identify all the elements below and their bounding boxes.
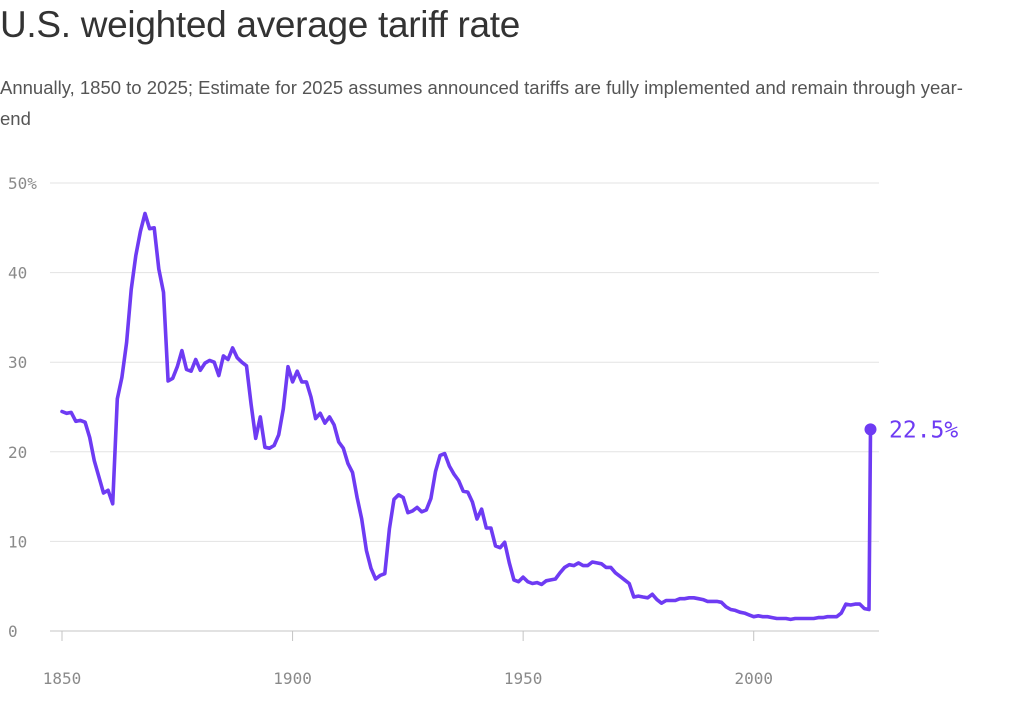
x-tick-label: 2000 — [734, 669, 773, 688]
chart-title: U.S. weighted average tariff rate — [0, 4, 521, 45]
y-tick-label: 50% — [8, 174, 37, 193]
tariff-rate-line — [60, 211, 873, 622]
y-axis-tick-labels: 0 10 20 30 40 50% — [8, 174, 37, 641]
y-tick-label: 0 — [8, 622, 18, 641]
chart-subtitle: Annually, 1850 to 2025; Estimate for 202… — [0, 77, 963, 129]
endpoint-dot — [864, 423, 877, 436]
x-tick-label: 1900 — [273, 669, 312, 688]
y-tick-label: 10 — [8, 532, 27, 551]
y-tick-label: 30 — [8, 353, 27, 372]
y-tick-label: 20 — [8, 443, 27, 462]
x-tick-label: 1850 — [43, 669, 82, 688]
x-tick-label: 1950 — [504, 669, 543, 688]
endpoint-label: 22.5% — [889, 417, 958, 443]
x-axis: 1850 1900 1950 2000 — [43, 631, 773, 688]
gridlines — [50, 182, 879, 632]
y-tick-label: 40 — [8, 264, 27, 283]
